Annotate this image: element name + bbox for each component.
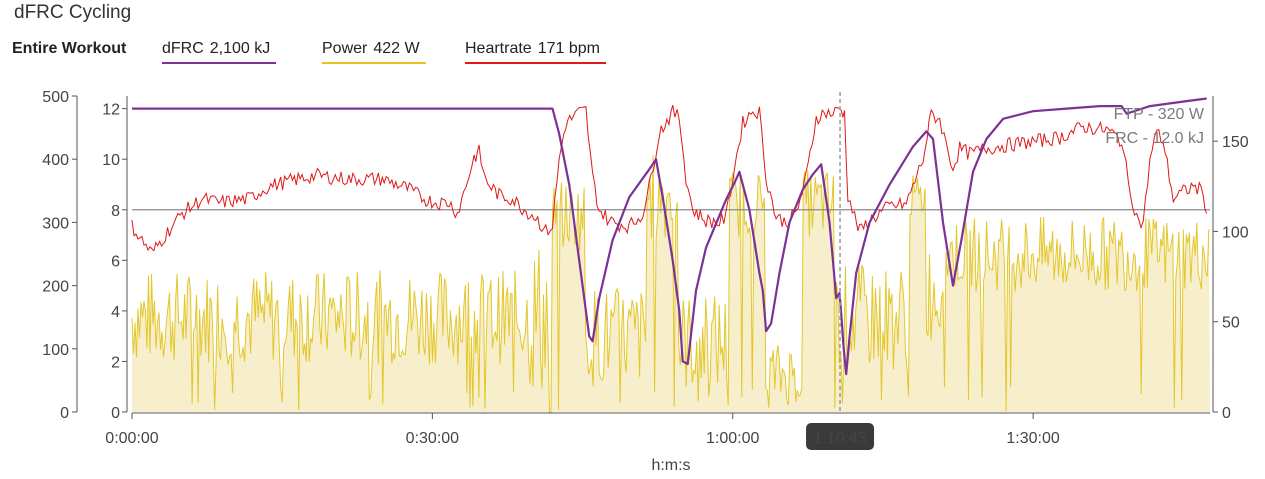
legend-item-power[interactable]: Power 422 W xyxy=(322,40,426,64)
heartrate-line xyxy=(131,104,1208,252)
dfrc-series xyxy=(132,97,1207,376)
legend-value: 2,100 kJ xyxy=(209,40,271,57)
power-axis-tick-label: 300 xyxy=(42,215,69,232)
dfrc-line xyxy=(132,97,1207,376)
power-area xyxy=(132,155,1210,412)
cursor-badge-background xyxy=(806,423,875,450)
cursor-time-badge[interactable]: 1:10:43 xyxy=(806,423,875,450)
heartrate-series xyxy=(131,104,1208,252)
dfrc-axis-tick-label: 0 xyxy=(111,405,120,422)
ftp-annotation: FTP - 320 W xyxy=(1114,106,1205,123)
legend-item-dfrc[interactable]: dFRC 2,100 kJ xyxy=(162,40,277,64)
legend-value: 422 W xyxy=(373,40,420,57)
heartrate-axis-tick-label: 100 xyxy=(1222,224,1249,241)
heartrate-axis-tick-label: 150 xyxy=(1222,134,1249,151)
x-axis-tick-label: 0:30:00 xyxy=(406,430,459,447)
power-series xyxy=(131,155,1210,413)
legend-label: Heartrate xyxy=(465,40,532,57)
cursor-time-label: 1:10:43 xyxy=(813,430,866,447)
dfrc-axis-tick-label: 2 xyxy=(111,354,120,371)
x-axis-title: h:m:s xyxy=(651,457,690,474)
legend-value: 171 bpm xyxy=(537,40,600,57)
power-axis-tick-label: 200 xyxy=(42,279,69,296)
power-axis-tick-label: 400 xyxy=(42,152,69,169)
power-line xyxy=(131,155,1210,413)
scope-selector[interactable]: Entire Workout xyxy=(12,40,127,57)
axes: 0 100 200 300 400 500 0 2 4 6 8 10 12 0 50 100 150 0:00:0… xyxy=(42,89,1249,447)
frc-annotation: FRC - 12.0 kJ xyxy=(1105,130,1204,147)
power-axis-tick-label: 100 xyxy=(42,342,69,359)
legend-label: dFRC xyxy=(162,40,204,57)
power-axis-tick-label: 0 xyxy=(60,405,69,422)
power-axis-tick-label: 500 xyxy=(42,89,69,106)
x-axis-tick-label: 0:00:00 xyxy=(105,430,158,447)
dfrc-axis-tick-label: 6 xyxy=(111,253,120,270)
x-axis-tick-label: 1:30:00 xyxy=(1006,430,1059,447)
heartrate-axis-tick-label: 0 xyxy=(1222,405,1231,422)
dfrc-axis-tick-label: 10 xyxy=(102,152,120,169)
dfrc-axis-tick-label: 8 xyxy=(111,203,120,220)
x-axis-tick-label: 1:00:00 xyxy=(706,430,759,447)
legend-label: Power xyxy=(322,40,368,57)
chart-title: dFRC Cycling xyxy=(14,2,132,23)
dfrc-axis-tick-label: 4 xyxy=(111,304,120,321)
dfrc-axis-tick-label: 12 xyxy=(102,102,120,119)
heartrate-axis-tick-label: 50 xyxy=(1222,315,1240,332)
legend-item-heartrate[interactable]: Heartrate 171 bpm xyxy=(465,40,606,64)
